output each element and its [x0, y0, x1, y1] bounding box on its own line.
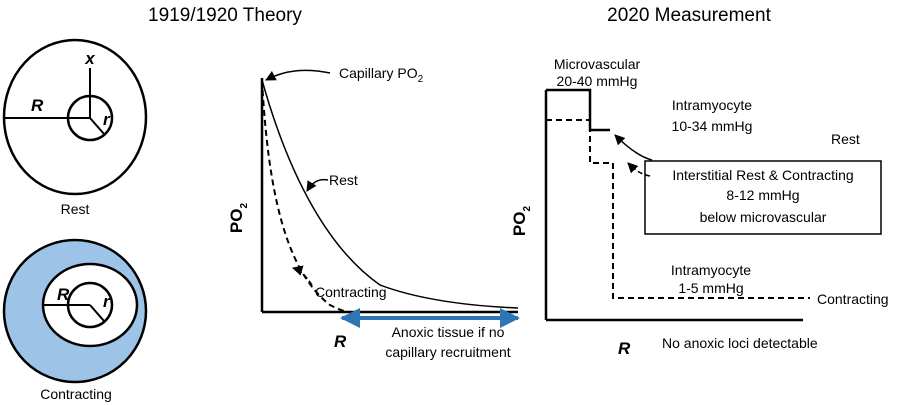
- intramyocyte-rest-line2: 10-34 mmHg: [672, 118, 753, 134]
- theory-contracting-arrow: [291, 265, 313, 286]
- title-measurement: 2020 Measurement: [607, 5, 771, 26]
- theory-xlabel: R: [334, 332, 347, 351]
- theory-plot: PO2 R Capillary PO2 Rest Contracting Ano…: [227, 65, 520, 360]
- anoxic-label-line1: Anoxic tissue if no: [392, 324, 505, 340]
- measurement-ylabel: PO2: [510, 206, 533, 237]
- interstitial-line2: 8-12 mmHg: [726, 187, 799, 203]
- rest-r-label: r: [103, 110, 111, 129]
- interstitial-rest-arrow: [614, 134, 653, 161]
- rest-R-label: R: [31, 96, 44, 115]
- theory-rest-label: Rest: [329, 172, 358, 188]
- intramyocyte-rest-line1: Intramyocyte: [672, 97, 752, 113]
- measurement-contracting-label: Contracting: [817, 291, 889, 307]
- intramyocyte-contract-line2: 1-5 mmHg: [678, 280, 743, 296]
- measurement-plot: PO2 R Microvascular 20-40 mmHg Intramyoc…: [510, 56, 889, 358]
- contracting-R-label: R: [57, 285, 70, 304]
- theory-ylabel: PO2: [227, 203, 250, 234]
- anoxic-label-line2: capillary recruitment: [385, 344, 510, 360]
- title-theory: 1919/1920 Theory: [148, 5, 302, 26]
- theory-rest-arrow: [306, 178, 329, 192]
- rest-caption: Rest: [61, 201, 90, 217]
- capillary-po2-arrow: [265, 69, 331, 81]
- theory-contracting-label: Contracting: [315, 284, 387, 300]
- capillary-po2-label: Capillary PO2: [339, 65, 424, 85]
- measurement-xlabel: R: [618, 339, 631, 358]
- theory-rest-curve: [261, 79, 519, 309]
- measurement-rest-label: Rest: [831, 131, 860, 147]
- measurement-rest-line: [546, 88, 610, 132]
- rest-x-label: x: [84, 49, 96, 68]
- interstitial-line1: Interstitial Rest & Contracting: [672, 167, 853, 183]
- rest-r-line: [89, 117, 105, 135]
- interstitial-box: [644, 160, 882, 235]
- contracting-caption: Contracting: [40, 386, 112, 402]
- microvascular-label-line1: Microvascular: [554, 56, 641, 72]
- contracting-cross-section: R r Contracting: [2, 238, 148, 402]
- contracting-r-line: [89, 304, 105, 322]
- intramyocyte-contract-line1: Intramyocyte: [671, 262, 751, 278]
- no-anoxic-footer: No anoxic loci detectable: [662, 335, 818, 351]
- contracting-r-label: r: [103, 292, 111, 311]
- microvascular-label-line2: 20-40 mmHg: [557, 73, 638, 89]
- interstitial-contracting-arrow: [627, 162, 651, 177]
- interstitial-line3: below microvascular: [700, 209, 827, 225]
- rest-cross-section: x R r Rest: [2, 38, 148, 217]
